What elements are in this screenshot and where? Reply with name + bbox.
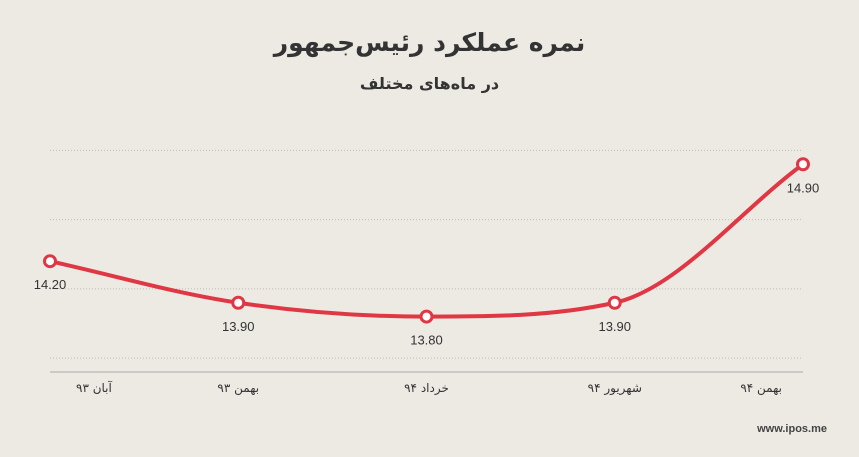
- series-line: [48, 162, 805, 319]
- chart-title: نمره عملکرد رئیس‌جمهور: [273, 28, 586, 57]
- data-points: [43, 157, 810, 324]
- data-label-3: 13.90: [598, 319, 631, 334]
- data-label-1: 13.90: [222, 319, 255, 334]
- x-tick-label-0: آبان ۹۳: [76, 380, 113, 395]
- data-label-4: 14.90: [787, 180, 820, 195]
- x-tick-label-4: بهمن ۹۴: [740, 381, 782, 396]
- x-tick-label-2: خرداد ۹۴: [404, 381, 449, 396]
- data-point-0: [43, 254, 57, 269]
- data-point-2: [419, 309, 434, 324]
- data-point-3: [607, 295, 622, 310]
- x-tick-label-1: بهمن ۹۳: [217, 381, 259, 396]
- chart-subtitle: در ماه‌های مختلف: [359, 74, 500, 93]
- x-tick-label-3: شهریور ۹۴: [588, 381, 642, 396]
- data-label-2: 13.80: [410, 333, 443, 348]
- data-point-1: [231, 295, 246, 310]
- watermark: www.ipos.me: [757, 423, 827, 435]
- grid-lines: [50, 149, 803, 359]
- data-label-0: 14.20: [34, 277, 67, 292]
- x-axis-labels: آبان ۹۳ بهمن ۹۳ خرداد ۹۴ شهریور ۹۴ بهمن ۹۴: [76, 380, 782, 396]
- data-point-4: [796, 157, 810, 172]
- data-labels: 14.20 13.90 13.80 13.90 14.90: [34, 180, 820, 347]
